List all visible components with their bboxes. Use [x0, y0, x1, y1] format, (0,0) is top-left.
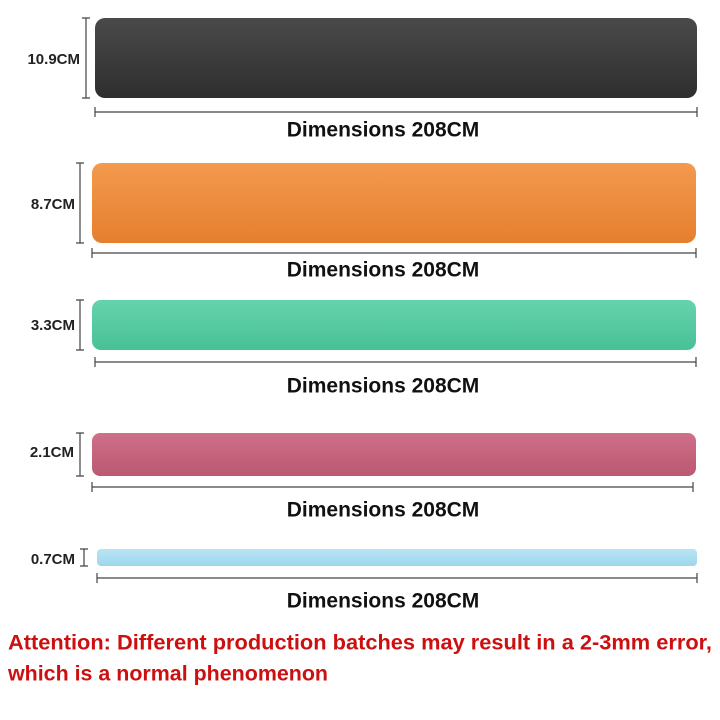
width-bracket: [76, 162, 84, 244]
width-label: 2.1CM: [30, 444, 74, 461]
width-bracket: [76, 299, 84, 351]
length-label: Dimensions 208CM: [287, 375, 480, 398]
width-bracket: [82, 17, 90, 99]
length-label: Dimensions 208CM: [287, 499, 480, 522]
band: [92, 433, 696, 476]
length-line: [91, 248, 697, 258]
length-line: [91, 482, 694, 492]
length-line: [94, 357, 697, 367]
length-label: Dimensions 208CM: [287, 590, 480, 613]
width-label: 8.7CM: [31, 196, 75, 213]
band: [92, 300, 696, 350]
width-label: 3.3CM: [31, 317, 75, 334]
band: [97, 549, 697, 566]
band: [92, 163, 696, 243]
length-line: [94, 107, 698, 117]
width-bracket: [80, 548, 88, 567]
width-label: 0.7CM: [31, 551, 75, 568]
length-line: [96, 573, 698, 583]
length-label: Dimensions 208CM: [287, 119, 480, 142]
band: [95, 18, 697, 98]
notice-line: which is a normal phenomenon: [7, 663, 328, 686]
width-bracket: [76, 432, 84, 477]
length-label: Dimensions 208CM: [287, 259, 480, 282]
notice-line: Attention: Different production batches …: [8, 632, 712, 655]
width-label: 10.9CM: [27, 51, 80, 68]
